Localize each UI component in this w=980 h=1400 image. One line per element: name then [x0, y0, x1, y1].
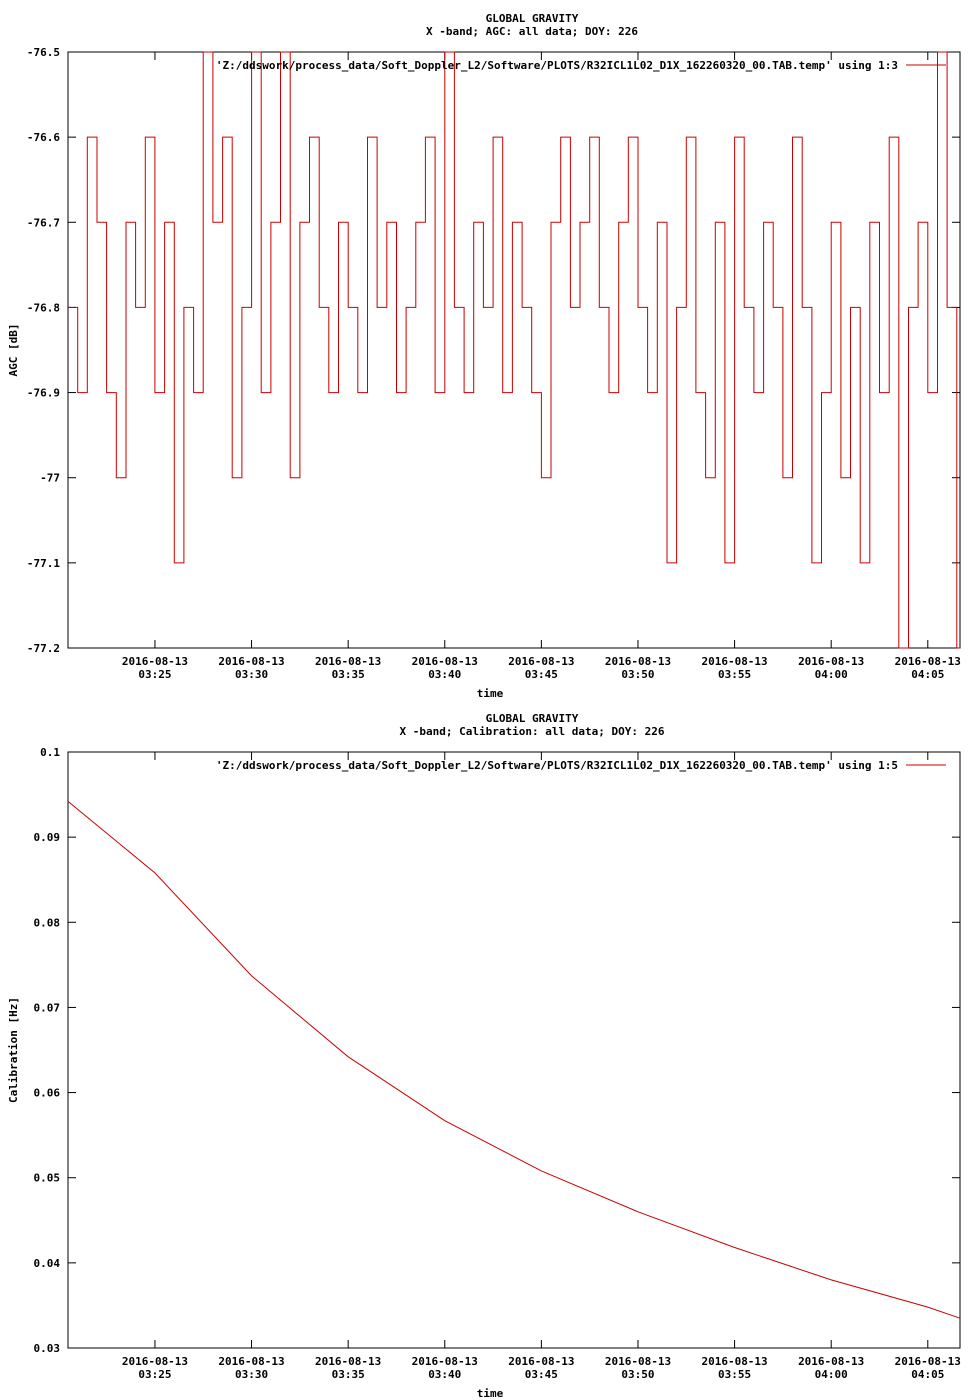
y-tick-label: 0.05	[34, 1172, 61, 1185]
x-tick-date: 2016-08-13	[701, 655, 767, 668]
x-axis-label: time	[477, 687, 504, 700]
x-tick-time: 03:50	[621, 1368, 654, 1381]
x-tick-time: 03:25	[138, 1368, 171, 1381]
x-tick-time: 03:40	[428, 668, 461, 681]
x-tick-date: 2016-08-13	[605, 655, 671, 668]
series-line	[67, 801, 961, 1319]
y-axis-label: AGC [dB]	[7, 324, 20, 377]
y-tick-label: -76.6	[27, 131, 60, 144]
plot-frame	[67, 51, 961, 649]
x-tick-date: 2016-08-13	[508, 655, 574, 668]
x-tick-date: 2016-08-13	[895, 1355, 961, 1368]
x-tick-date: 2016-08-13	[605, 1355, 671, 1368]
legend-label: 'Z:/ddswork/process_data/Soft_Doppler_L2…	[216, 59, 898, 72]
x-tick-time: 03:25	[138, 668, 171, 681]
y-tick-label: -76.9	[27, 387, 60, 400]
x-tick-time: 03:45	[525, 668, 558, 681]
x-tick-date: 2016-08-13	[218, 1355, 284, 1368]
x-tick-date: 2016-08-13	[412, 655, 478, 668]
plot-frame	[67, 751, 961, 1349]
x-tick-date: 2016-08-13	[315, 655, 381, 668]
y-tick-label: -77.2	[27, 642, 60, 655]
x-tick-time: 04:05	[911, 668, 944, 681]
chart-title: GLOBAL GRAVITY	[486, 712, 579, 725]
x-tick-time: 04:00	[815, 668, 848, 681]
x-tick-date: 2016-08-13	[218, 655, 284, 668]
x-tick-date: 2016-08-13	[122, 655, 188, 668]
y-tick-label: -76.5	[27, 46, 60, 59]
y-tick-label: 0.06	[34, 1087, 61, 1100]
x-tick-date: 2016-08-13	[122, 1355, 188, 1368]
x-tick-time: 03:30	[235, 1368, 268, 1381]
x-tick-time: 04:05	[911, 1368, 944, 1381]
legend-label: 'Z:/ddswork/process_data/Soft_Doppler_L2…	[216, 759, 898, 772]
x-axis-label: time	[477, 1387, 504, 1400]
x-tick-time: 03:45	[525, 1368, 558, 1381]
y-tick-label: -77	[40, 472, 60, 485]
x-tick-date: 2016-08-13	[798, 655, 864, 668]
x-tick-date: 2016-08-13	[412, 1355, 478, 1368]
y-tick-label: 0.1	[40, 746, 60, 759]
x-tick-time: 03:35	[332, 668, 365, 681]
y-tick-label: 0.09	[34, 831, 61, 844]
y-tick-label: 0.03	[34, 1342, 61, 1355]
y-tick-label: 0.08	[34, 916, 61, 929]
x-tick-time: 03:40	[428, 1368, 461, 1381]
chart-title: GLOBAL GRAVITY	[486, 12, 579, 25]
x-tick-date: 2016-08-13	[895, 655, 961, 668]
y-tick-label: -76.8	[27, 301, 60, 314]
x-tick-time: 03:35	[332, 1368, 365, 1381]
x-tick-date: 2016-08-13	[798, 1355, 864, 1368]
x-tick-date: 2016-08-13	[508, 1355, 574, 1368]
y-axis-label: Calibration [Hz]	[7, 997, 20, 1103]
y-tick-label: 0.04	[34, 1257, 61, 1270]
y-tick-label: 0.07	[34, 1001, 61, 1014]
x-tick-time: 04:00	[815, 1368, 848, 1381]
series-line	[68, 51, 960, 649]
x-tick-time: 03:30	[235, 668, 268, 681]
chart-subtitle: X -band; Calibration: all data; DOY: 226	[400, 725, 665, 738]
y-tick-label: -76.7	[27, 216, 60, 229]
x-tick-time: 03:55	[718, 668, 751, 681]
x-tick-date: 2016-08-13	[701, 1355, 767, 1368]
x-tick-time: 03:55	[718, 1368, 751, 1381]
x-tick-time: 03:50	[621, 668, 654, 681]
chart-subtitle: X -band; AGC: all data; DOY: 226	[426, 25, 638, 38]
x-tick-date: 2016-08-13	[315, 1355, 381, 1368]
y-tick-label: -77.1	[27, 557, 60, 570]
